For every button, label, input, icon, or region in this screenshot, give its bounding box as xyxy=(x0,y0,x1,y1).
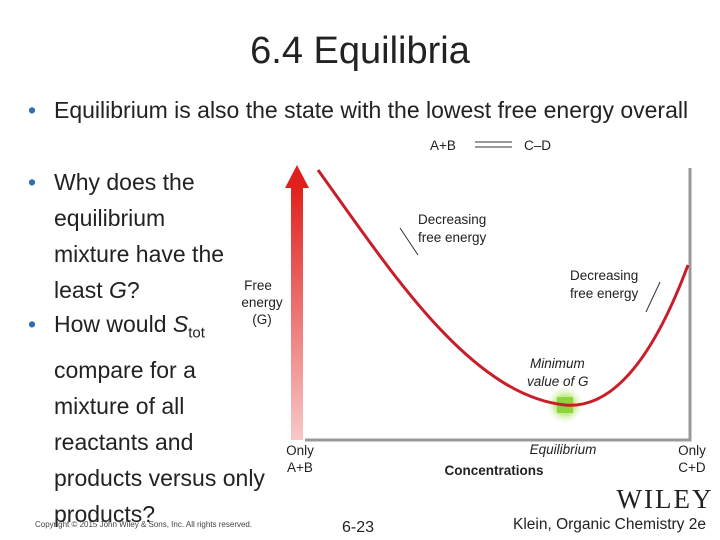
annotation: Decreasing xyxy=(570,268,638,283)
bullet-subscript: tot xyxy=(188,324,205,342)
pointer xyxy=(645,281,661,313)
x-end-label: Only xyxy=(286,443,314,458)
y-label: (G) xyxy=(252,312,272,327)
energy-arrow xyxy=(291,185,303,440)
equilibrium-label: Equilibrium xyxy=(530,442,597,457)
annotation: Decreasing xyxy=(418,212,486,227)
bullet: How would Stot compare for a mixture of … xyxy=(28,306,269,532)
bullet-italic: G xyxy=(108,277,127,303)
annotation: free energy xyxy=(418,230,487,245)
copyright: Copyright © 2015 John Wiley & Sons, Inc.… xyxy=(35,520,252,529)
bullet: Equilibrium is also the state with the l… xyxy=(28,92,720,128)
bullet-text: compare for a mixture of all reactants a… xyxy=(54,356,265,527)
publisher-logo: WILEY xyxy=(617,484,714,514)
bullet-text: ? xyxy=(126,277,140,303)
x-end-label: Only xyxy=(678,443,706,458)
axes xyxy=(305,168,692,442)
book-title: Klein, Organic Chemistry 2e xyxy=(513,516,706,533)
products: C–D xyxy=(524,138,551,153)
bullet-italic: S xyxy=(172,311,189,337)
bullet-text: Why does the equilibrium mixture have th… xyxy=(54,169,225,303)
slide-title: 6.4 Equilibria xyxy=(250,30,470,72)
x-end-label: A+B xyxy=(287,460,313,475)
x-end-label: C+D xyxy=(678,460,706,475)
pointer xyxy=(399,227,419,256)
bullet-text: How would xyxy=(54,311,173,337)
y-label: Free xyxy=(244,278,272,293)
energy-arrowhead xyxy=(285,165,309,188)
energy-curve xyxy=(316,169,690,407)
bullet: Why does the equilibrium mixture have th… xyxy=(28,164,244,308)
annotation: free energy xyxy=(570,286,639,301)
y-label: energy xyxy=(241,295,283,310)
x-axis-label: Concentrations xyxy=(444,463,543,478)
annotation: value of G xyxy=(527,374,589,389)
bullet-text: Equilibrium is also the state with the l… xyxy=(54,97,689,123)
page-number: 6-23 xyxy=(342,519,374,536)
reactants: A+B xyxy=(430,138,456,153)
annotation: Minimum xyxy=(530,356,585,371)
